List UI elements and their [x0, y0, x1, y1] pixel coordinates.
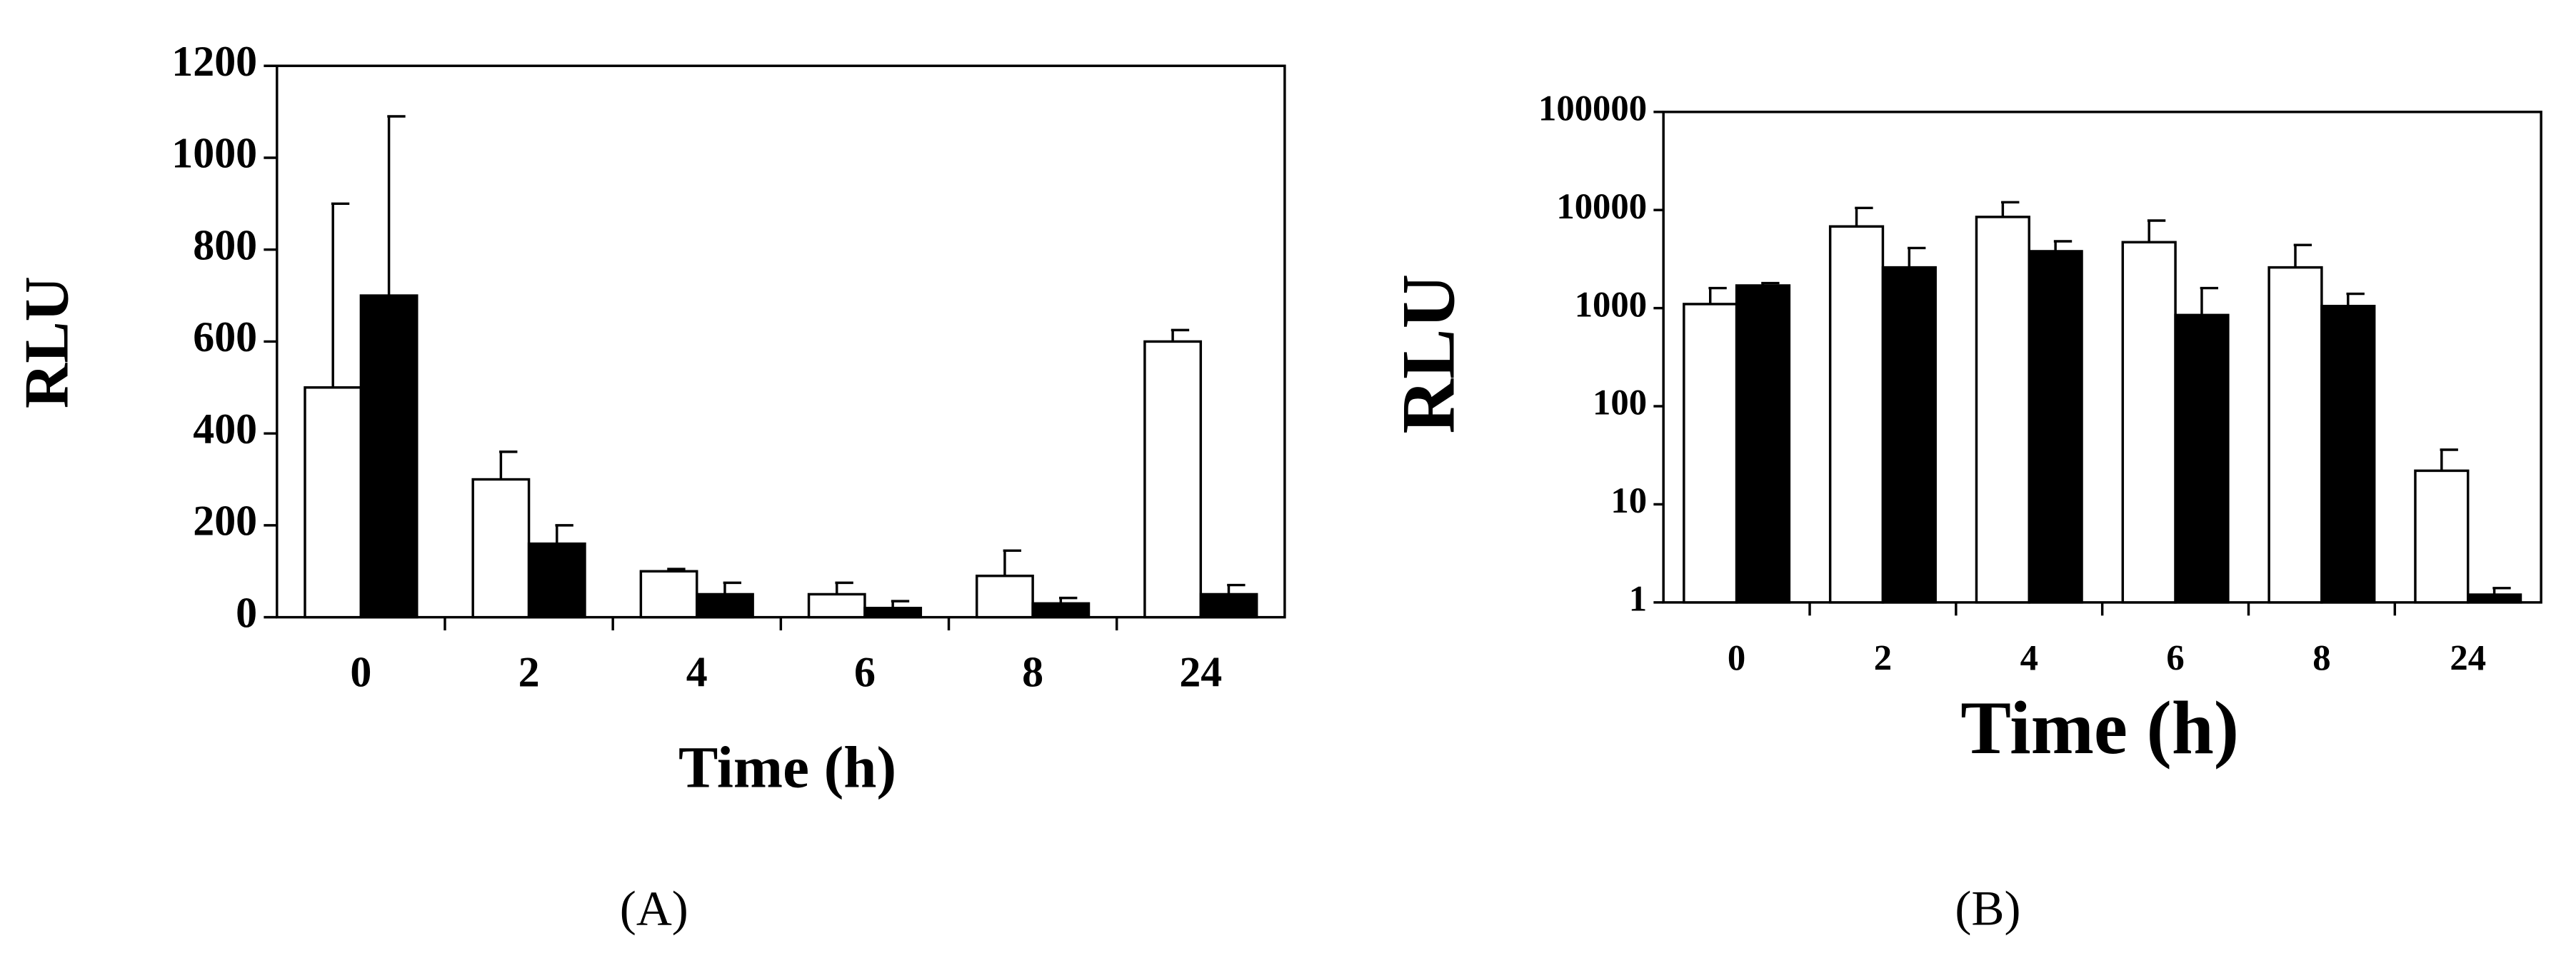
- bar: [1031, 602, 1091, 619]
- bar: [2414, 469, 2470, 604]
- bar: [359, 294, 419, 619]
- x-tick-label: 2: [518, 648, 540, 695]
- y-tick-label: 100: [1593, 383, 1647, 423]
- y-tick-label: 0: [236, 589, 257, 636]
- x-tick-label: 8: [2312, 638, 2330, 678]
- bar: [2121, 241, 2177, 604]
- bar: [975, 574, 1034, 619]
- bar: [863, 607, 923, 619]
- y-tick-label: 600: [193, 313, 257, 360]
- y-tick-label: 1200: [171, 38, 257, 85]
- x-tick-label: 8: [1022, 648, 1043, 695]
- x-tick-label: 24: [1179, 648, 1222, 695]
- plot-frame: [1662, 111, 2542, 604]
- bar: [2174, 313, 2230, 604]
- bar: [1199, 593, 1258, 619]
- bar: [696, 593, 754, 619]
- y-axis-title: RLU: [11, 276, 81, 408]
- bar: [2267, 266, 2323, 604]
- bar: [527, 542, 586, 619]
- x-tick-label: 24: [2450, 638, 2486, 678]
- bar: [1881, 266, 1937, 604]
- bar: [1735, 284, 1791, 604]
- y-tick-label: 800: [193, 221, 257, 268]
- x-tick-label: 4: [686, 648, 708, 695]
- bar: [1828, 225, 1885, 604]
- x-tick-label: 0: [350, 648, 371, 695]
- bar: [1975, 216, 2030, 604]
- x-tick-label: 6: [2166, 638, 2184, 678]
- y-tick-label: 1000: [171, 130, 257, 177]
- bar: [1683, 303, 1738, 604]
- bar: [1143, 340, 1203, 619]
- x-tick-label: 6: [854, 648, 876, 695]
- y-tick-label: 10000: [1556, 186, 1647, 226]
- bar: [2466, 593, 2522, 604]
- x-tick-label: 2: [1874, 638, 1892, 678]
- panel-label: (A): [620, 881, 688, 936]
- x-axis-title: Time (h): [1960, 685, 2239, 770]
- bar: [2028, 250, 2083, 604]
- x-tick-label: 0: [1728, 638, 1745, 678]
- y-axis-title: RLU: [1385, 274, 1470, 434]
- y-tick-label: 1: [1629, 579, 1647, 619]
- bar: [471, 478, 531, 619]
- y-tick-label: 200: [193, 498, 257, 545]
- bar: [304, 386, 363, 619]
- bar: [2320, 304, 2376, 604]
- y-tick-label: 400: [193, 405, 257, 453]
- x-axis-title: Time (h): [678, 735, 896, 800]
- panel-label: (B): [1955, 881, 2020, 936]
- y-tick-label: 100000: [1538, 88, 1647, 128]
- bar: [807, 593, 866, 619]
- y-tick-label: 1000: [1575, 284, 1647, 324]
- x-tick-label: 4: [2020, 638, 2038, 678]
- y-tick-label: 10: [1610, 480, 1647, 520]
- plot-frame: [276, 64, 1286, 619]
- bar: [639, 570, 698, 619]
